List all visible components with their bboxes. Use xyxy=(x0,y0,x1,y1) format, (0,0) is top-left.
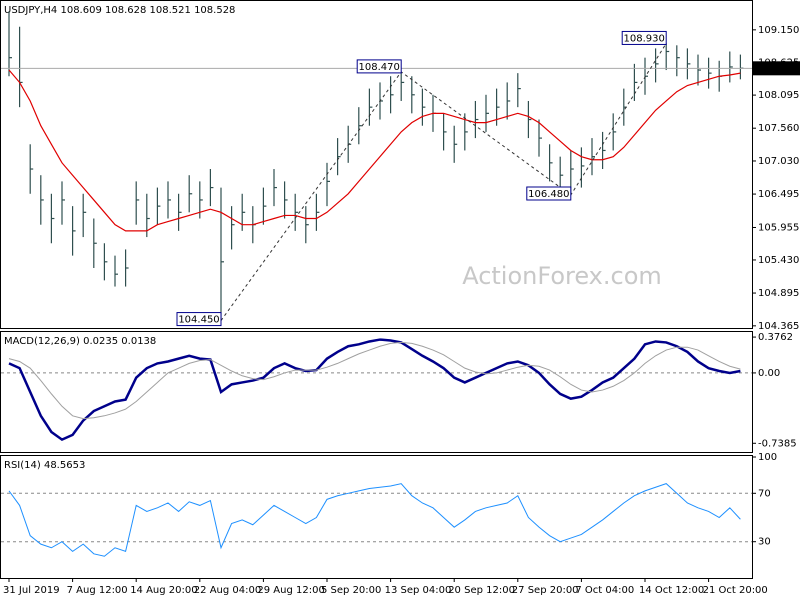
macd-title: MACD(12,26,9) 0.0235 0.0138 xyxy=(4,336,156,347)
y-tick-label: 107.030 xyxy=(758,156,799,167)
x-tick-label: 27 Sep 20:00 xyxy=(512,585,579,596)
y-tick-label: 105.955 xyxy=(758,222,799,233)
indicator-line xyxy=(8,338,741,442)
x-tick-label: 14 Aug 20:00 xyxy=(130,585,197,596)
x-tick-label: 21 Oct 20:00 xyxy=(703,585,768,596)
x-tick-label: 22 Aug 04:00 xyxy=(194,585,261,596)
y-tick-label: 0.00 xyxy=(758,368,780,379)
price-panel xyxy=(0,0,753,329)
x-tick-label: 5 Sep 20:00 xyxy=(321,585,381,596)
y-tick-label: -0.7385 xyxy=(758,438,797,449)
swing-label: 108.930 xyxy=(624,33,665,44)
rsi-panel xyxy=(0,455,753,579)
x-tick-label: 7 Aug 12:00 xyxy=(67,585,128,596)
x-tick-label: 20 Sep 12:00 xyxy=(448,585,515,596)
swing-box xyxy=(526,186,572,201)
y-tick-label: 70 xyxy=(758,488,771,499)
y-tick-label: 0.3762 xyxy=(758,332,793,343)
y-tick-label: 109.150 xyxy=(758,25,799,36)
x-tick-label: 7 Oct 04:00 xyxy=(575,585,634,596)
y-tick-label: 107.560 xyxy=(758,123,799,134)
y-tick-label: 104.365 xyxy=(758,321,799,332)
swing-label: 104.450 xyxy=(178,315,219,326)
y-tick-label: 105.430 xyxy=(758,255,799,266)
swing-box xyxy=(356,59,402,74)
price-title: USDJPY,H4 108.609 108.628 108.521 108.52… xyxy=(4,5,235,16)
x-tick-label: 29 Aug 12:00 xyxy=(257,585,324,596)
y-tick-label: 30 xyxy=(758,537,771,548)
zigzag xyxy=(220,43,667,321)
indicator-line xyxy=(8,483,741,557)
y-tick-label: 104.895 xyxy=(758,288,799,299)
rsi-title: RSI(14) 48.5653 xyxy=(4,460,85,471)
indicator-line xyxy=(8,341,741,420)
macd-panel xyxy=(0,331,753,453)
swing-label: 108.470 xyxy=(359,62,400,73)
swing-label: 106.480 xyxy=(528,189,569,200)
last-price-box xyxy=(752,61,800,76)
y-tick-label: 108.095 xyxy=(758,90,799,101)
y-tick-label: 106.495 xyxy=(758,189,799,200)
y-tick-label: 100 xyxy=(758,452,777,463)
moving-average xyxy=(8,69,741,232)
last-price-label: 108.528 xyxy=(756,63,797,74)
swing-box xyxy=(621,30,667,45)
watermark: ActionForex.com xyxy=(462,262,662,290)
x-tick-label: 31 Jul 2019 xyxy=(3,585,60,596)
x-tick-label: 14 Oct 12:00 xyxy=(639,585,704,596)
swing-box xyxy=(176,312,222,327)
x-tick-label: 13 Sep 04:00 xyxy=(385,585,452,596)
